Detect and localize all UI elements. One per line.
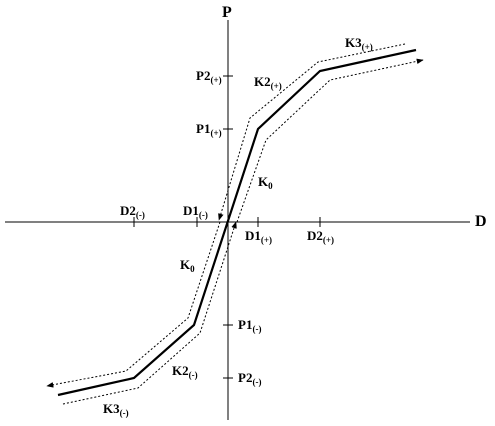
label-p1-pos: P1(+) bbox=[196, 121, 222, 138]
label-k2-neg: K2(-) bbox=[172, 363, 198, 380]
backbone-curve bbox=[57, 48, 417, 397]
lower-loading-path bbox=[62, 221, 237, 405]
label-p1-neg: P1(-) bbox=[238, 317, 261, 334]
label-d1-neg: D1(-) bbox=[183, 203, 208, 220]
label-d2-pos: D2(+) bbox=[307, 228, 334, 245]
upper-unloading-path bbox=[218, 43, 406, 221]
label-d2-neg: D2(-) bbox=[120, 203, 145, 220]
label-p2-pos: P2(+) bbox=[196, 68, 222, 85]
label-k3-pos: K3(+) bbox=[345, 35, 373, 52]
label-k2-pos: K2(+) bbox=[254, 74, 282, 91]
label-p2-neg: P2(-) bbox=[238, 370, 261, 387]
label-k0-upper: K0 bbox=[258, 174, 273, 191]
lower-unloading-path bbox=[46, 221, 221, 388]
x-axis-label: D bbox=[475, 213, 487, 230]
label-k0-lower: K0 bbox=[180, 257, 195, 274]
label-d1-pos: D1(+) bbox=[245, 228, 272, 245]
label-k3-neg: K3(-) bbox=[103, 401, 129, 418]
y-axis-label: P bbox=[222, 4, 232, 21]
